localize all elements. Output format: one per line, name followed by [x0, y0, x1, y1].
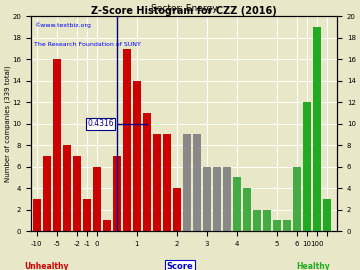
Bar — [32, 199, 41, 231]
Bar — [273, 221, 281, 231]
Text: Healthy: Healthy — [296, 262, 330, 270]
Bar — [313, 27, 321, 231]
Bar — [323, 199, 331, 231]
Bar — [82, 199, 91, 231]
Bar — [42, 156, 51, 231]
Bar — [303, 102, 311, 231]
Bar — [143, 113, 151, 231]
Bar — [183, 134, 191, 231]
Title: Z-Score Histogram for CZZ (2016): Z-Score Histogram for CZZ (2016) — [91, 5, 277, 15]
Bar — [193, 134, 201, 231]
Text: ©www.textbiz.org: ©www.textbiz.org — [34, 23, 91, 28]
Bar — [213, 167, 221, 231]
Bar — [253, 210, 261, 231]
Bar — [283, 221, 291, 231]
Bar — [63, 145, 71, 231]
Bar — [132, 81, 141, 231]
Bar — [53, 59, 61, 231]
Bar — [113, 156, 121, 231]
Bar — [233, 177, 241, 231]
Text: The Research Foundation of SUNY: The Research Foundation of SUNY — [34, 42, 141, 47]
Bar — [293, 167, 301, 231]
Text: Score: Score — [167, 262, 193, 270]
Text: Unhealthy: Unhealthy — [24, 262, 69, 270]
Y-axis label: Number of companies (339 total): Number of companies (339 total) — [4, 65, 11, 182]
Bar — [93, 167, 101, 231]
Bar — [223, 167, 231, 231]
Bar — [173, 188, 181, 231]
Bar — [123, 49, 131, 231]
Bar — [243, 188, 251, 231]
Bar — [103, 221, 111, 231]
Bar — [163, 134, 171, 231]
Text: Sector: Energy: Sector: Energy — [150, 4, 217, 13]
Bar — [153, 134, 161, 231]
Bar — [73, 156, 81, 231]
Bar — [203, 167, 211, 231]
Bar — [263, 210, 271, 231]
Text: 0.4316: 0.4316 — [87, 119, 114, 128]
